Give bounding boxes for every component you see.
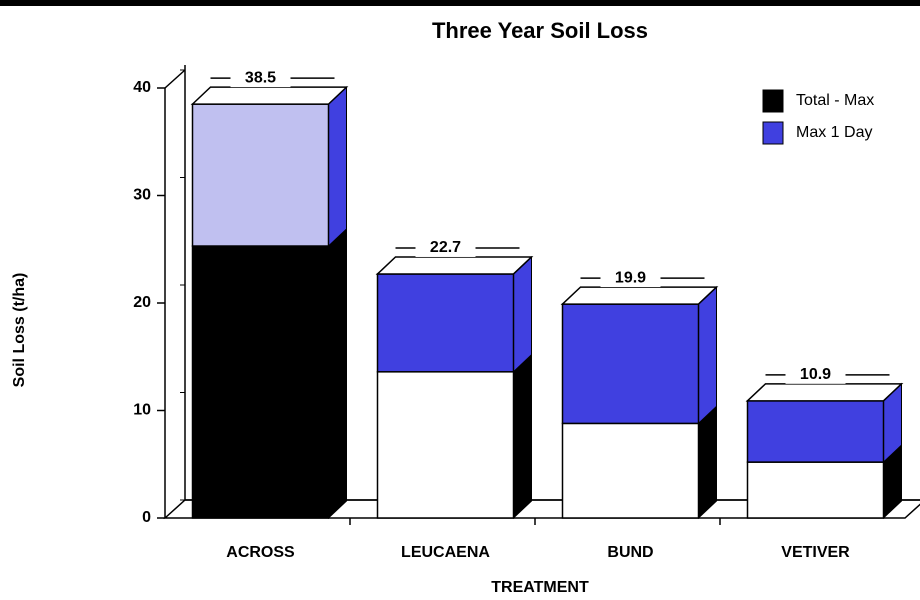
total-label: 10.9: [800, 366, 831, 383]
bar-side: [698, 405, 717, 520]
bar-top: [745, 383, 904, 402]
y-tick-label: 10: [133, 402, 151, 419]
x-tick-label: BUND: [607, 544, 653, 561]
legend-swatch: [762, 89, 784, 113]
y-tick-label: 0: [142, 509, 151, 526]
total-label: 22.7: [430, 239, 461, 256]
bar-segment: [561, 422, 700, 519]
label-bg: [785, 365, 846, 384]
bar-top: [190, 86, 349, 105]
label-bg: [415, 238, 476, 257]
bar-segment: [561, 303, 700, 425]
total-label: 19.9: [615, 269, 646, 286]
bar-top: [375, 256, 534, 275]
total-label: 38.5: [245, 69, 276, 86]
bar-segment: [376, 371, 515, 519]
x-tick-label: LEUCAENA: [401, 544, 490, 561]
x-tick-label: VETIVER: [781, 544, 850, 561]
y-tick-label: 30: [133, 187, 151, 204]
bar-top: [560, 286, 719, 305]
axis-corner: [164, 69, 186, 89]
bar-segment: [746, 400, 885, 463]
bar-segment: [191, 245, 330, 519]
bar-side: [328, 85, 347, 248]
bar-segment: [376, 273, 515, 373]
chart-title: Three Year Soil Loss: [432, 18, 648, 43]
x-axis-title: TREATMENT: [491, 579, 589, 596]
bar-side: [513, 353, 532, 520]
bar-segment: [191, 103, 330, 247]
y-axis-title: Soil Loss (t/ha): [11, 273, 28, 388]
legend-swatch: [762, 121, 784, 145]
bar-segment: [746, 461, 885, 519]
label-bg: [600, 269, 661, 288]
y-tick-label: 20: [133, 294, 151, 311]
top-rule: [0, 0, 920, 6]
label-bg: [230, 69, 291, 88]
bar-side: [513, 255, 532, 373]
legend-label: Max 1 Day: [796, 124, 872, 141]
y-tick-label: 40: [133, 79, 151, 96]
x-tick-label: ACROSS: [226, 544, 295, 561]
legend-label: Total - Max: [796, 92, 874, 109]
bar-side: [328, 227, 347, 520]
bar-side: [698, 285, 717, 425]
